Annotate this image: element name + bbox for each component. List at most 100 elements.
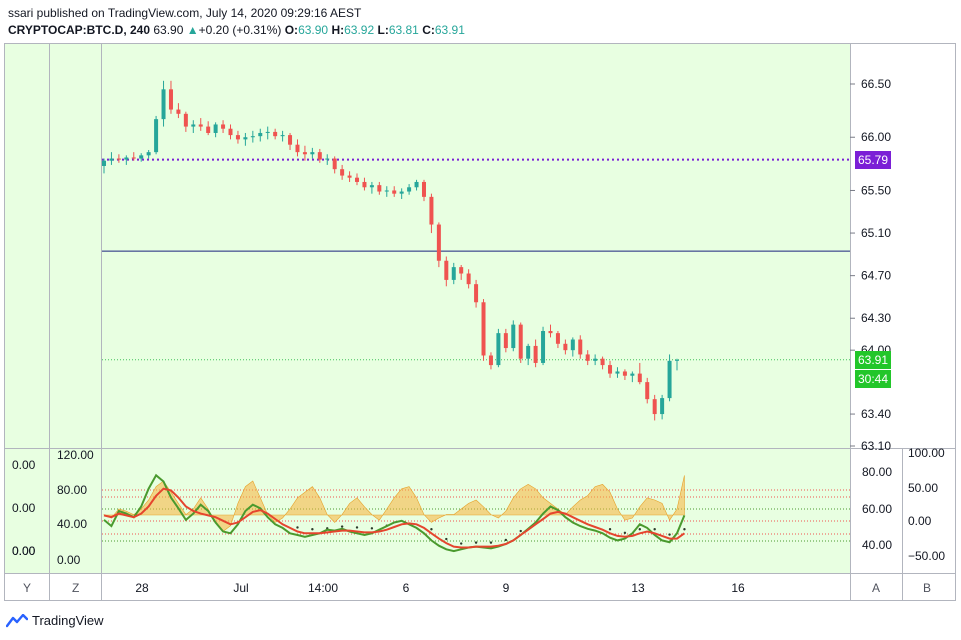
candle-body <box>347 175 352 178</box>
oscillator-dot <box>296 526 299 529</box>
candle-body <box>511 324 516 349</box>
high-label: H: <box>331 23 345 37</box>
osc-left-tick-label: 0.00 <box>12 544 36 558</box>
candle-body <box>481 302 486 356</box>
candle-body <box>541 331 546 363</box>
oscillator-dot <box>519 529 522 533</box>
time-tick-label: 14:00 <box>308 581 338 595</box>
scale-button-y[interactable]: Y <box>23 581 32 595</box>
candle-body <box>362 181 367 188</box>
candle-body <box>488 355 493 366</box>
candle-body <box>250 136 255 138</box>
level-price-label: 65.79 <box>855 150 892 169</box>
candle-body <box>302 152 307 155</box>
osc-far-right-tick-label: −50.00 <box>908 549 945 563</box>
candle-body <box>273 131 278 137</box>
osc-left-tick-label: 0.00 <box>12 458 36 472</box>
candle-body <box>280 135 285 137</box>
candle-body <box>102 160 106 166</box>
candle-body <box>168 89 173 110</box>
candles-group <box>102 80 850 421</box>
candle-body <box>198 124 203 127</box>
bar-countdown-label: 30:44 <box>855 369 892 388</box>
change-arrow-icon: ▲ <box>186 23 199 37</box>
left-margin-main-2 <box>50 44 101 448</box>
osc-right-tick-label: 80.00 <box>862 465 892 479</box>
candle-body <box>407 187 412 192</box>
price-tick-label: 65.10 <box>861 226 891 240</box>
osc-left2-tick-label: 120.00 <box>57 448 94 462</box>
oscillator-dot <box>311 528 314 531</box>
candle-body <box>213 124 218 133</box>
low-label: L: <box>377 23 389 37</box>
candle-body <box>340 169 345 176</box>
osc-far-right-tick-label: 100.00 <box>908 446 945 460</box>
price-change: +0.20 (+0.31%) <box>198 23 282 37</box>
candle-body <box>243 137 248 140</box>
oscillator-dot <box>355 526 359 529</box>
time-tick-label: 28 <box>135 581 149 595</box>
osc-left2-tick-label: 80.00 <box>57 483 87 497</box>
candle-body <box>645 382 650 400</box>
high-value: 63.92 <box>344 23 375 37</box>
candle-body <box>570 339 575 351</box>
osc-left2-tick-label: 40.00 <box>57 517 87 531</box>
scale-button-b[interactable]: B <box>923 581 932 595</box>
open-value: 63.90 <box>298 23 329 37</box>
candle-body <box>265 131 270 133</box>
candle-body <box>637 373 642 383</box>
candle-body <box>109 158 114 161</box>
candle-body <box>161 89 166 120</box>
candle-body <box>384 190 389 192</box>
candle-body <box>139 155 144 159</box>
time-tick-label: 6 <box>403 581 410 595</box>
osc-far-right-tick-label: 50.00 <box>908 481 938 495</box>
osc-left-tick-label: 0.00 <box>12 501 36 515</box>
last-price-label: 63.91 <box>855 350 892 369</box>
candle-body <box>392 190 397 194</box>
oscillator-fast-line <box>103 473 686 553</box>
oscillator-dot <box>370 527 374 530</box>
candle-body <box>288 135 293 145</box>
oscillator-dot <box>668 533 671 536</box>
candle-body <box>146 152 151 156</box>
scale-button-z[interactable]: Z <box>72 581 80 595</box>
candle-body <box>206 126 211 133</box>
candle-body <box>355 177 360 182</box>
oscillator-dot <box>638 528 641 531</box>
candle-body <box>526 345 531 359</box>
axes-group: 66.5066.0065.5065.1064.7064.3064.0063.40… <box>12 77 945 595</box>
candle-body <box>369 185 374 188</box>
last-price: 63.90 <box>153 23 184 37</box>
candle-body <box>675 359 679 361</box>
candle-body <box>183 113 188 127</box>
main-pane[interactable] <box>5 44 850 448</box>
low-value: 63.81 <box>388 23 419 37</box>
tradingview-logo[interactable]: TradingView <box>6 613 104 628</box>
price-tick-label: 65.50 <box>861 183 891 197</box>
candle-body <box>317 152 322 160</box>
price-tick-label: 64.70 <box>861 269 891 283</box>
candle-body <box>295 144 300 153</box>
candle-body <box>421 181 426 197</box>
oscillator-dot <box>653 528 656 531</box>
candle-body <box>652 399 657 415</box>
price-tick-label: 66.00 <box>861 130 891 144</box>
oscillator-pane[interactable] <box>5 449 850 573</box>
time-tick-label: 16 <box>731 581 745 595</box>
candle-body <box>622 371 627 376</box>
candle-body <box>325 158 330 160</box>
candle-body <box>667 360 672 399</box>
scale-button-a[interactable]: A <box>872 581 881 595</box>
osc-right-tick-label: 40.00 <box>862 538 892 552</box>
candle-body <box>235 135 240 140</box>
candle-body <box>332 158 337 170</box>
candle-body <box>451 267 456 280</box>
oscillator-dot <box>504 538 508 542</box>
time-tick-label: 13 <box>631 581 645 595</box>
candle-body <box>660 398 665 415</box>
oscillator-dot <box>459 542 463 545</box>
candle-body <box>630 373 635 376</box>
time-tick-label: Jul <box>233 581 248 595</box>
